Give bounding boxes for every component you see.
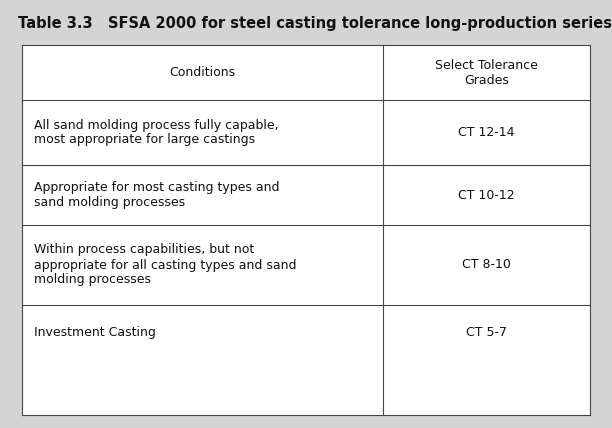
Bar (22, 45, 590, 415)
Text: CT 8-10: CT 8-10 (462, 259, 511, 271)
Text: CT 12-14: CT 12-14 (458, 126, 515, 139)
Text: Conditions: Conditions (170, 66, 236, 79)
Text: Investment Casting: Investment Casting (34, 326, 156, 339)
Text: Table 3.3   SFSA 2000 for steel casting tolerance long-production series.: Table 3.3 SFSA 2000 for steel casting to… (18, 16, 612, 31)
Text: Select Tolerance
Grades: Select Tolerance Grades (435, 59, 538, 86)
Text: Appropriate for most casting types and
sand molding processes: Appropriate for most casting types and s… (34, 181, 280, 209)
Text: Within process capabilities, but not
appropriate for all casting types and sand
: Within process capabilities, but not app… (34, 244, 296, 286)
Text: CT 5-7: CT 5-7 (466, 326, 507, 339)
Text: CT 10-12: CT 10-12 (458, 188, 515, 202)
Text: All sand molding process fully capable,
most appropriate for large castings: All sand molding process fully capable, … (34, 119, 278, 146)
